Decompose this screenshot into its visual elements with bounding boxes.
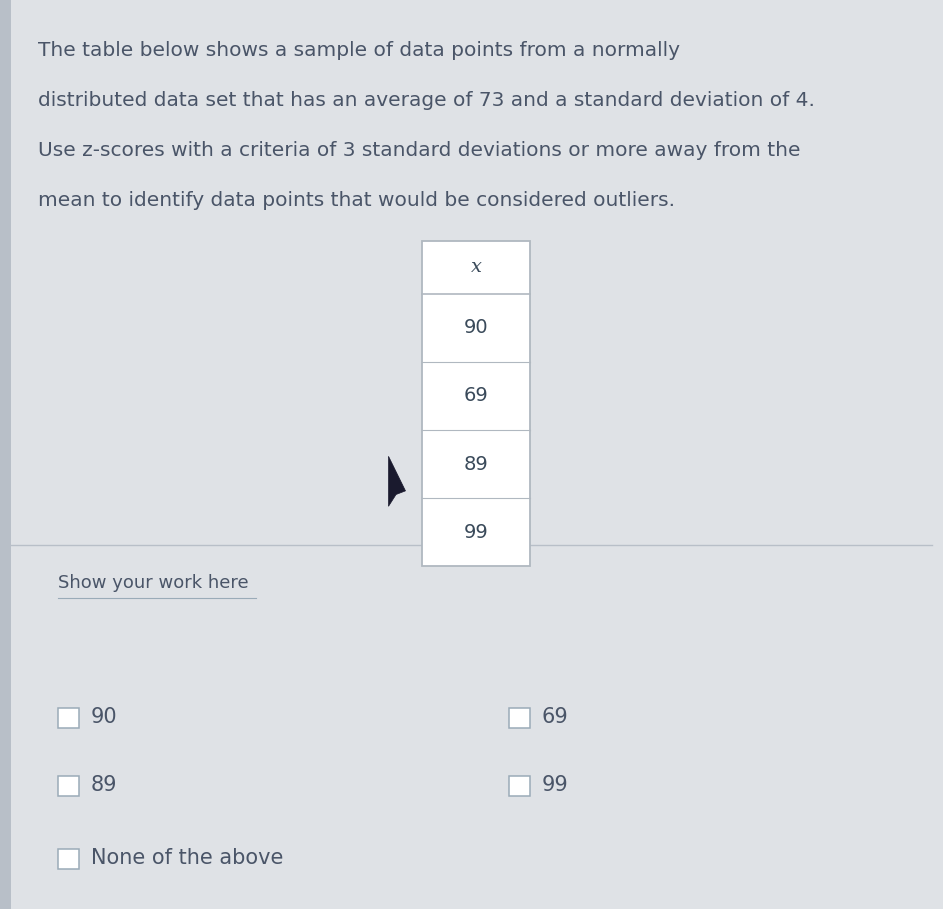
- FancyBboxPatch shape: [422, 241, 530, 566]
- Text: Use z-scores with a criteria of 3 standard deviations or more away from the: Use z-scores with a criteria of 3 standa…: [38, 141, 801, 160]
- Text: 90: 90: [464, 318, 488, 337]
- FancyBboxPatch shape: [58, 849, 79, 869]
- Polygon shape: [389, 456, 405, 506]
- Text: 69: 69: [541, 707, 568, 727]
- FancyBboxPatch shape: [58, 776, 79, 796]
- Text: 89: 89: [464, 454, 488, 474]
- Text: 90: 90: [91, 707, 117, 727]
- Text: Show your work here: Show your work here: [58, 574, 249, 593]
- Text: x: x: [471, 258, 482, 276]
- FancyBboxPatch shape: [0, 0, 11, 909]
- Text: 89: 89: [91, 775, 117, 795]
- FancyBboxPatch shape: [509, 776, 530, 796]
- FancyBboxPatch shape: [58, 708, 79, 728]
- Text: 99: 99: [541, 775, 568, 795]
- Text: distributed data set that has an average of 73 and a standard deviation of 4.: distributed data set that has an average…: [38, 91, 815, 110]
- Text: 69: 69: [464, 386, 488, 405]
- Text: 99: 99: [464, 523, 488, 542]
- Text: The table below shows a sample of data points from a normally: The table below shows a sample of data p…: [38, 41, 680, 60]
- Text: None of the above: None of the above: [91, 848, 283, 868]
- FancyBboxPatch shape: [509, 708, 530, 728]
- Text: mean to identify data points that would be considered outliers.: mean to identify data points that would …: [38, 191, 675, 210]
